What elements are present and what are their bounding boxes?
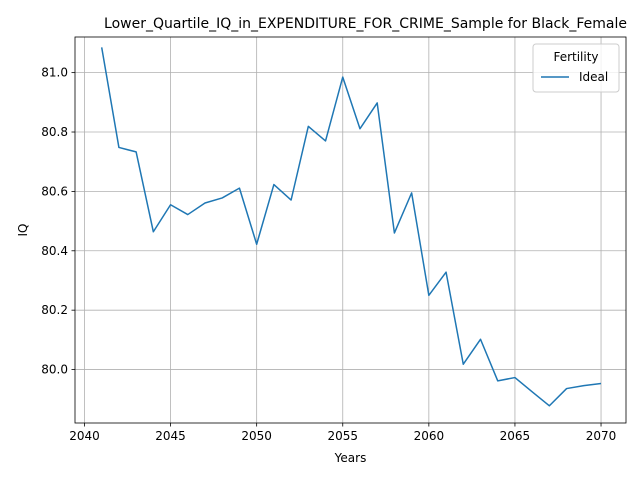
- x-tick-label: 2055: [327, 429, 358, 443]
- y-tick-label: 81.0: [41, 66, 68, 80]
- x-axis-ticks: 2040 2045 2050 2055 2060 2065 2070: [69, 423, 616, 443]
- axes-frame: [74, 36, 627, 424]
- y-tick-label: 80.2: [41, 303, 68, 317]
- y-axis-ticks: 80.0 80.2 80.4 80.6 80.8 81.0: [41, 66, 75, 377]
- x-tick-label: 2070: [586, 429, 617, 443]
- x-tick-label: 2050: [241, 429, 272, 443]
- series-line-ideal: [100, 47, 602, 407]
- y-tick-label: 80.6: [41, 184, 68, 198]
- x-tick-label: 2060: [414, 429, 445, 443]
- y-axis-label: IQ: [16, 224, 30, 237]
- y-tick-label: 80.4: [41, 244, 68, 258]
- legend-box: [532, 43, 620, 93]
- x-tick-label: 2065: [500, 429, 531, 443]
- x-axis-label: Years: [334, 451, 367, 465]
- chart-title: Lower_Quartile_IQ_in_EXPENDITURE_FOR_CRI…: [104, 16, 627, 32]
- x-tick-label: 2040: [69, 429, 100, 443]
- y-tick-label: 80.8: [41, 125, 68, 139]
- legend-label-ideal: Ideal: [579, 70, 608, 84]
- legend: Fertility Ideal: [532, 43, 620, 93]
- x-tick-label: 2045: [155, 429, 186, 443]
- grid-lines: [75, 37, 626, 423]
- series-layer: [100, 47, 602, 407]
- legend-title: Fertility: [553, 50, 598, 64]
- y-tick-label: 80.0: [41, 363, 68, 377]
